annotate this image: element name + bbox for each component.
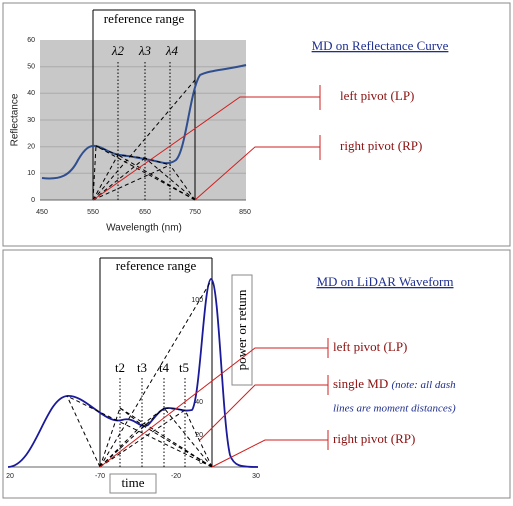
y-tick-label: 10 bbox=[27, 170, 35, 177]
lp-pointer bbox=[99, 338, 329, 468]
y-tick-label: 0 bbox=[199, 459, 203, 466]
x-tick-label: 550 bbox=[87, 209, 99, 216]
top-x-ticks: 450 550 650 750 850 bbox=[36, 209, 251, 216]
x-tick-label: 750 bbox=[189, 209, 201, 216]
y-tick-label: 40 bbox=[27, 90, 35, 97]
note-line-1: (note: all dash bbox=[392, 379, 457, 391]
range-label: reference range bbox=[104, 11, 185, 26]
t-label: t4 bbox=[159, 360, 170, 375]
y-tick-label: 30 bbox=[27, 117, 35, 124]
top-dash-lines bbox=[92, 79, 196, 201]
note-line-2: lines are moment distances) bbox=[333, 403, 456, 415]
top-y-ticks: 60 50 40 30 20 10 0 bbox=[27, 37, 35, 204]
right-pivot-label: right pivot (RP) bbox=[333, 431, 415, 446]
x-tick-label: 650 bbox=[139, 209, 151, 216]
y-tick-label: 0 bbox=[31, 197, 35, 204]
t-label: t2 bbox=[115, 360, 125, 375]
single-md: single MD bbox=[333, 376, 388, 391]
rp-pointer bbox=[211, 430, 329, 468]
x-tick-label: 30 bbox=[252, 473, 260, 480]
right-pivot-label: right pivot (RP) bbox=[340, 138, 422, 153]
x-axis-label: Wavelength (nm) bbox=[106, 223, 182, 234]
panel-title: MD on Reflectance Curve bbox=[312, 38, 449, 53]
lp-pointer bbox=[92, 85, 321, 201]
x-tick-label: 20 bbox=[6, 473, 14, 480]
time-box bbox=[109, 473, 157, 494]
t-label: t3 bbox=[137, 360, 147, 375]
x-tick-label: 850 bbox=[239, 209, 251, 216]
bottom-dash-lines bbox=[66, 280, 213, 468]
power-box bbox=[231, 274, 253, 386]
bottom-y-ticks: 100 40 20 0 bbox=[191, 297, 203, 466]
y-tick-label: 20 bbox=[27, 144, 35, 151]
range-label: reference range bbox=[116, 258, 197, 273]
y-axis-label: power or return bbox=[234, 289, 249, 370]
t-label: t5 bbox=[179, 360, 189, 375]
y-tick-label: 100 bbox=[191, 297, 203, 304]
y-tick-label: 20 bbox=[195, 432, 203, 439]
left-pivot-label: left pivot (LP) bbox=[333, 339, 407, 354]
y-tick-label: 50 bbox=[27, 64, 35, 71]
x-tick-label: -20 bbox=[171, 473, 181, 480]
panel-title: MD on LiDAR Waveform bbox=[316, 274, 453, 289]
y-axis-label: Reflectance bbox=[10, 93, 21, 146]
y-tick-label: 60 bbox=[27, 37, 35, 44]
lambda-label: λ2 bbox=[111, 43, 125, 58]
bottom-x-ticks: 20 -70 -20 30 bbox=[6, 473, 260, 480]
lambda-label: λ3 bbox=[138, 43, 152, 58]
bottom-panel bbox=[2, 249, 511, 499]
rp-pointer bbox=[194, 135, 321, 201]
lambda-label: λ4 bbox=[165, 43, 179, 58]
md-pointer bbox=[199, 375, 329, 441]
x-tick-label: 450 bbox=[36, 209, 48, 216]
x-axis-label: time bbox=[121, 475, 144, 490]
reflectance-curve bbox=[41, 64, 247, 180]
top-grid bbox=[40, 66, 246, 174]
single-md-label: single MD (note: all dash bbox=[333, 376, 456, 391]
x-tick-label: -70 bbox=[95, 473, 105, 480]
y-tick-label: 40 bbox=[195, 399, 203, 406]
left-pivot-label: left pivot (LP) bbox=[340, 88, 414, 103]
